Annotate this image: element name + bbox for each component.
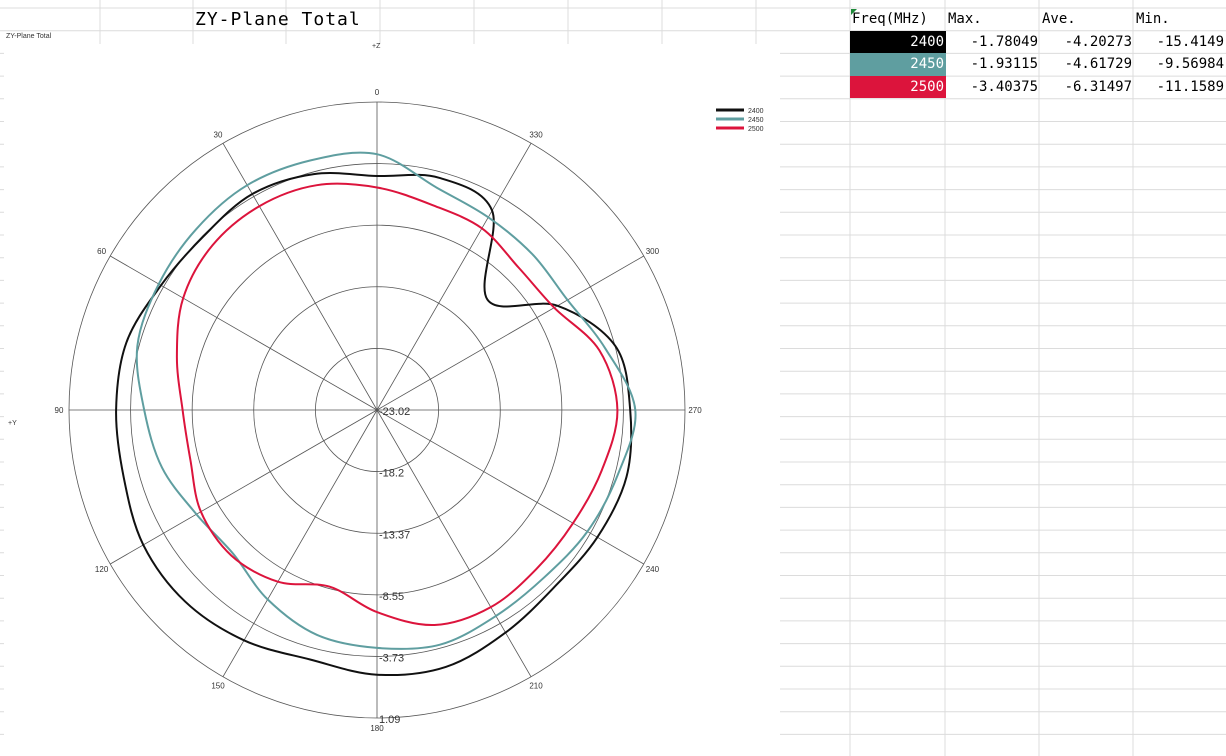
max-cell: -3.40375 [970,79,1038,96]
angle-tick-label: 60 [97,247,106,256]
header-freq: Freq(MHz) [852,11,928,28]
polar-spoke [376,255,644,411]
freq-cell: 2400 [850,30,946,54]
chart-title: ZY-Plane Total [6,33,52,40]
table-row: 2450 -1.93115 -4.61729 -9.56984 [850,53,1226,76]
angle-tick-label: 270 [688,406,702,415]
plot-background [4,44,780,756]
header-ave: Ave. [1042,11,1076,28]
ave-cell: -4.20273 [1064,33,1132,50]
angle-tick-label: 240 [646,565,660,574]
ave-cell: -6.31497 [1064,79,1132,96]
legend-label: 2500 [748,126,764,133]
polar-spoke [376,409,644,565]
angle-tick-label: 120 [95,565,109,574]
polar-chart: 0 30 60 90 120 150 180 210 240 270 300 330 -23.02 -18… [4,43,780,756]
max-cell: -1.93115 [970,56,1038,73]
table-header-row: Freq(MHz) Max. Ave. Min. [850,8,1226,31]
polar-spoke [110,255,378,411]
header-min: Min. [1136,11,1170,28]
angle-tick-label: 90 [55,406,64,415]
header-max: Max. [948,11,982,28]
freq-cell: 2450 [850,53,946,76]
min-cell: -9.56984 [1156,56,1224,73]
angle-tick-label: 300 [646,247,660,256]
sheet-title: ZY-Plane Total [195,9,361,30]
series-line-2500 [175,182,619,627]
min-cell: -11.1589 [1156,79,1224,96]
cell-comment-marker [851,9,857,15]
polar-spoke [110,409,378,565]
min-cell: -15.4149 [1156,33,1224,50]
ave-cell: -4.61729 [1064,56,1132,73]
table-row: 2500 -3.40375 -6.31497 -11.1589 [850,75,1226,99]
angle-tick-label: 210 [529,681,543,690]
radial-tick-label: 1.09 [379,714,400,726]
angle-tick-label: 30 [214,131,223,140]
radial-tick-label: -3.73 [379,652,404,664]
series-line-2450 [135,151,637,650]
radial-tick-label: -13.37 [379,529,410,541]
legend-label: 2400 [748,108,764,115]
angle-tick-label: 0 [375,88,380,97]
polar-spoke [222,409,378,677]
table-row: 2400 -1.78049 -4.20273 -15.4149 [850,30,1226,54]
radial-tick-label: -18.2 [379,468,404,480]
freq-cell: 2500 [850,75,946,99]
legend-label: 2450 [748,117,764,124]
axis-label-top: +Z [372,43,381,50]
angle-tick-label: 180 [370,724,384,733]
radial-tick-label: -8.55 [379,591,404,603]
series-line-2400 [115,172,633,677]
angle-tick-label: 330 [529,131,543,140]
angle-tick-label: 150 [211,681,225,690]
summary-table: Freq(MHz) Max. Ave. Min. 2400 -1.78049 -… [850,8,1226,99]
polar-spoke [222,143,378,411]
polar-spoke [376,143,532,411]
axis-label-left: +Y [8,420,17,427]
max-cell: -1.78049 [970,33,1038,50]
radial-tick-label: -23.02 [379,406,410,418]
